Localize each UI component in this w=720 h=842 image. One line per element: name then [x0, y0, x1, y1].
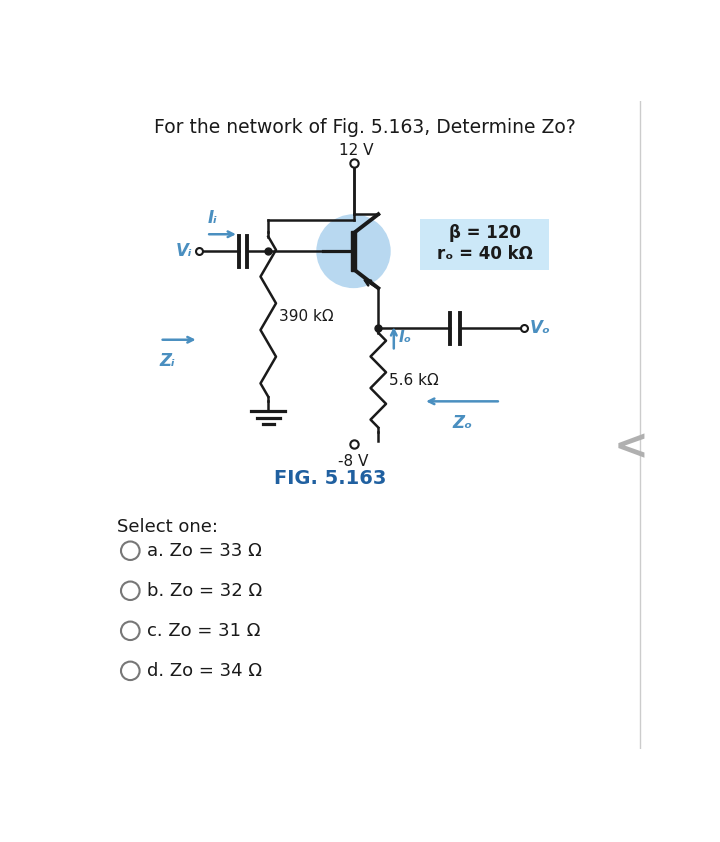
FancyBboxPatch shape: [351, 232, 356, 271]
Circle shape: [316, 214, 391, 288]
Text: c. Zo = 31 Ω: c. Zo = 31 Ω: [148, 621, 261, 640]
Text: Iᵢ: Iᵢ: [207, 209, 217, 226]
Text: Zₒ: Zₒ: [452, 413, 472, 432]
Text: rₒ = 40 kΩ: rₒ = 40 kΩ: [436, 245, 532, 264]
Text: Iₒ: Iₒ: [398, 330, 412, 345]
Text: a. Zo = 33 Ω: a. Zo = 33 Ω: [148, 541, 262, 560]
Text: 12 V: 12 V: [338, 143, 373, 158]
Text: 390 kΩ: 390 kΩ: [279, 309, 334, 324]
Circle shape: [121, 621, 140, 640]
Text: b. Zo = 32 Ω: b. Zo = 32 Ω: [148, 582, 263, 600]
Text: β = 120: β = 120: [449, 224, 521, 242]
Circle shape: [121, 582, 140, 600]
Circle shape: [121, 541, 140, 560]
Text: FIG. 5.163: FIG. 5.163: [274, 469, 387, 488]
Text: 5.6 kΩ: 5.6 kΩ: [389, 373, 439, 387]
Text: -8 V: -8 V: [338, 455, 369, 470]
Text: For the network of Fig. 5.163, Determine Zo?: For the network of Fig. 5.163, Determine…: [154, 118, 576, 137]
FancyBboxPatch shape: [420, 219, 549, 269]
Text: d. Zo = 34 Ω: d. Zo = 34 Ω: [148, 662, 262, 679]
Text: <: <: [613, 427, 649, 468]
Text: Vₒ: Vₒ: [530, 319, 552, 337]
Circle shape: [121, 662, 140, 680]
Text: Select one:: Select one:: [117, 519, 218, 536]
Text: Zᵢ: Zᵢ: [160, 352, 176, 370]
Text: Vᵢ: Vᵢ: [176, 242, 192, 260]
